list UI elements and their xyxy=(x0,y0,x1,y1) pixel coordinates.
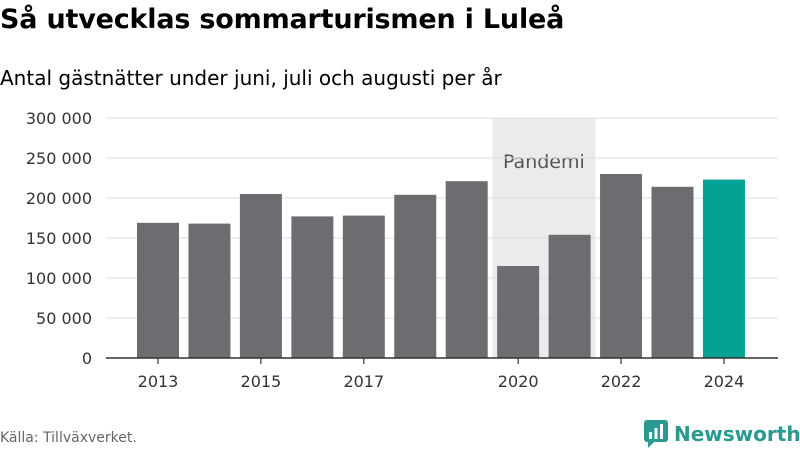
bar-2018 xyxy=(394,194,437,358)
x-tick-label: 2024 xyxy=(704,372,745,391)
bar-2021 xyxy=(548,234,591,358)
y-tick-label: 200 000 xyxy=(26,189,92,208)
y-tick-label: 50 000 xyxy=(36,309,92,328)
bar-2020 xyxy=(497,266,540,358)
x-tick-label: 2020 xyxy=(498,372,539,391)
bar-chart: Pandemi 0 50 000 100 000 150 000 200 000 250 0… xyxy=(26,109,778,391)
y-tick-label: 300 000 xyxy=(26,109,92,128)
y-tick-label: 0 xyxy=(82,349,92,368)
annotation-label: Pandemi xyxy=(503,151,585,173)
bar-2019 xyxy=(445,181,488,358)
chart-subtitle: Antal gästnätter under juni, juli och au… xyxy=(0,66,502,90)
logo-text: Newsworthy xyxy=(674,422,800,446)
x-tick-label: 2015 xyxy=(241,372,282,391)
bar-2016 xyxy=(291,216,334,358)
y-tick-label: 100 000 xyxy=(26,269,92,288)
newsworthy-logo: Newsworthy xyxy=(644,420,800,448)
bar-2015 xyxy=(239,194,282,358)
y-tick-label: 250 000 xyxy=(26,149,92,168)
chart-title: Så utvecklas sommarturismen i Luleå xyxy=(0,4,565,35)
bar-2023 xyxy=(651,186,694,358)
y-tick-label: 150 000 xyxy=(26,229,92,248)
bar-2024 xyxy=(702,179,745,358)
bar-2013 xyxy=(137,222,179,358)
source-note: Källa: Tillväxverket. xyxy=(0,430,137,446)
bar-2022 xyxy=(600,174,643,358)
x-tick-label: 2022 xyxy=(601,372,642,391)
x-tick-label: 2017 xyxy=(343,372,384,391)
newsworthy-logo-icon xyxy=(644,420,668,448)
x-tick-label: 2013 xyxy=(138,372,179,391)
bar-2017 xyxy=(342,215,385,358)
bar-2014 xyxy=(188,223,231,358)
